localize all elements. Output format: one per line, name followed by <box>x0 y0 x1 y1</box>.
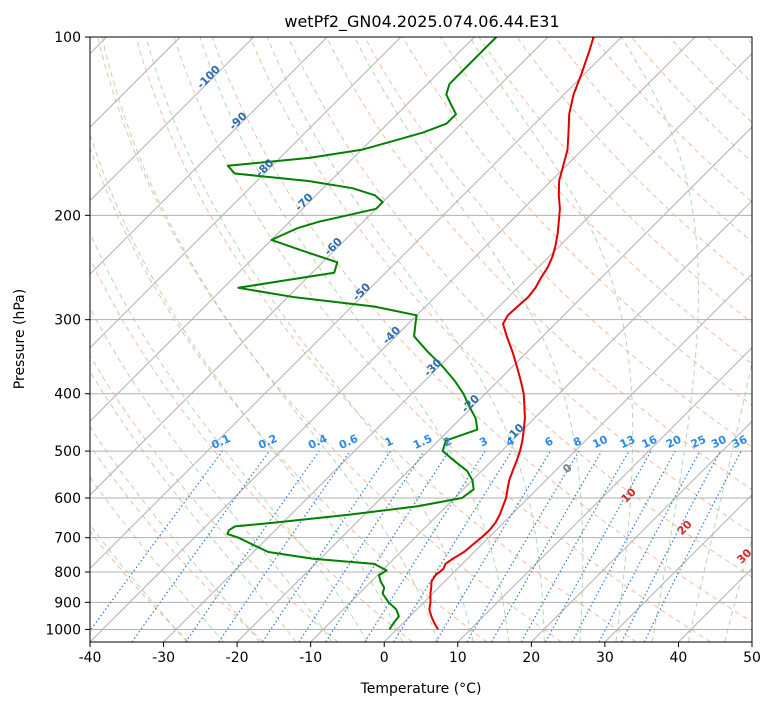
mixing-ratio-line <box>643 450 742 642</box>
moist-adiabat-line <box>90 524 188 642</box>
isotherm-line <box>530 420 752 642</box>
plot-frame <box>89 36 753 643</box>
x-tick-label: -40 <box>79 650 102 666</box>
dry-adiabat-line <box>90 354 339 642</box>
mixing-ratio-line <box>261 450 391 642</box>
y-tick-label: 400 <box>54 387 81 403</box>
mixing-ratio-label: 16 <box>640 433 660 451</box>
isotherm-line <box>90 37 255 202</box>
y-axis-label: Pressure (hPa) <box>12 289 28 389</box>
y-tick-label: 1000 <box>45 622 81 638</box>
y-tick-label: 900 <box>54 595 81 611</box>
x-tick-label: -10 <box>299 650 322 666</box>
isotherm-line <box>604 494 752 642</box>
isotherm-line <box>383 273 752 642</box>
y-tick-label: 700 <box>54 531 81 547</box>
y-tick-label: 300 <box>54 313 81 329</box>
isotherm-line <box>236 126 752 642</box>
mixing-ratio-label: 36 <box>730 433 750 451</box>
mixing-ratio-label: 25 <box>689 433 708 451</box>
y-tick-label: 500 <box>54 444 81 460</box>
mixing-ratio-line <box>298 450 425 642</box>
mixing-ratio-line <box>131 450 270 642</box>
dry-adiabat-line <box>402 37 752 406</box>
x-axis-label: Temperature (°C) <box>360 681 482 697</box>
isotherm-line <box>90 37 402 349</box>
temperature-profile-line <box>428 37 595 630</box>
dry-adiabat-line <box>211 37 752 623</box>
moist-adiabat-line <box>90 370 297 642</box>
dry-adiabat-line <box>90 146 488 642</box>
mixing-ratio-label: 20 <box>664 433 684 451</box>
dry-adiabat-line <box>135 37 637 642</box>
mixing-ratio-label: 13 <box>618 433 637 451</box>
dry-adiabat-line <box>90 444 264 642</box>
isotherm-line <box>90 37 328 275</box>
isotherm-line <box>310 199 752 642</box>
dry-adiabat-line <box>97 37 562 642</box>
dry-adiabat-line <box>90 257 413 642</box>
moist-adiabat-line <box>101 37 439 642</box>
mixing-ratio-line <box>393 450 513 642</box>
x-tick-label: 30 <box>596 650 614 666</box>
isotherm-line <box>90 37 622 570</box>
dry-adiabat-line <box>173 37 711 642</box>
x-tick-label: -20 <box>226 650 249 666</box>
dry-adiabat-line <box>325 37 752 491</box>
x-tick-label: 40 <box>669 650 687 666</box>
y-tick-label: 600 <box>54 491 81 507</box>
mixing-ratio-line <box>218 450 351 642</box>
moist-adiabat-line <box>90 476 224 642</box>
dewpoint-profile-line <box>226 37 498 630</box>
x-tick-label: 10 <box>449 650 467 666</box>
mixing-ratio-label: 10 <box>591 433 611 451</box>
moist-adiabat-line <box>354 37 584 642</box>
moist-adiabat-line <box>145 37 474 642</box>
dry-adiabat-line <box>90 530 189 642</box>
moist-adiabat-line <box>90 231 368 642</box>
mixing-ratio-line <box>185 450 320 642</box>
moist-adiabat-line <box>90 425 261 642</box>
isotherm-line <box>163 52 752 642</box>
moist-adiabat-line <box>620 37 699 642</box>
dry-adiabat-line <box>249 37 752 578</box>
y-tick-label: 200 <box>54 208 81 224</box>
x-tick-label: 0 <box>380 650 389 666</box>
x-tick-label: -30 <box>152 650 175 666</box>
mixing-ratio-line <box>545 450 652 642</box>
mixing-ratio-line <box>571 450 676 642</box>
isotherm-line <box>90 37 475 423</box>
x-tick-label: 20 <box>522 650 540 666</box>
mixing-ratio-line <box>520 450 630 642</box>
y-tick-label: 100 <box>54 30 81 46</box>
dry-adiabat-line <box>287 37 752 534</box>
isotherm-line <box>90 37 549 496</box>
mixing-ratio-label: 30 <box>709 433 729 451</box>
dry-adiabat-line <box>516 37 752 283</box>
moist-adiabat-line <box>266 37 545 642</box>
mixing-ratio-line <box>90 450 223 632</box>
y-tick-label: 800 <box>54 565 81 581</box>
x-tick-label: 50 <box>743 650 761 666</box>
moist-adiabat-line <box>90 133 404 642</box>
chart-title: wetPf2_GN04.2025.074.06.44.E31 <box>284 12 559 32</box>
isotherm-line <box>90 37 696 642</box>
dry-adiabat-line <box>440 37 752 365</box>
isotherm-line <box>457 347 752 642</box>
